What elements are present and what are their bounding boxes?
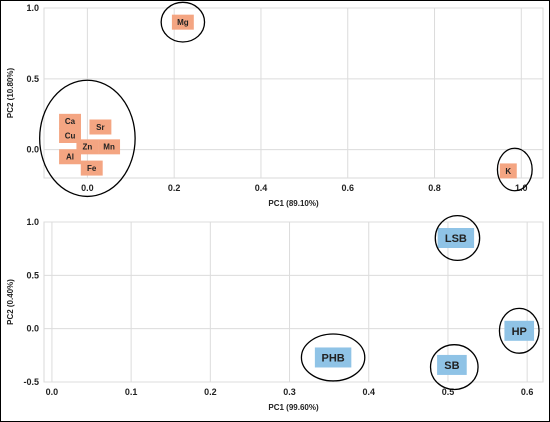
x-tick-label: 0.2: [168, 183, 181, 193]
y-tick-label: 1.0: [26, 217, 39, 227]
point-marker: [437, 228, 475, 248]
point-label: Mn: [103, 143, 115, 152]
x-tick-label: 0.6: [521, 387, 534, 397]
x-tick-label: 0.4: [362, 387, 375, 397]
point-label: K: [505, 167, 511, 176]
x-tick-label: 0.5: [442, 387, 455, 397]
y-tick-label: 1.0: [26, 3, 39, 13]
point-marker: [314, 347, 352, 368]
point-label: Zn: [83, 143, 93, 152]
y-axis-title: PC2 (10.80%): [6, 68, 15, 119]
point-label: Al: [66, 153, 74, 162]
point-marker: [59, 149, 81, 165]
cluster-ellipse: [498, 307, 540, 354]
cluster-ellipse: [434, 214, 481, 262]
cluster-ellipse: [160, 1, 206, 43]
x-tick-label: 0.3: [283, 387, 296, 397]
y-tick-label: 0.5: [26, 74, 39, 84]
y-tick-label: 0.0: [26, 324, 39, 334]
point-label: Fe: [87, 164, 97, 173]
cluster-ellipse: [496, 147, 533, 192]
point-label: HP: [512, 326, 527, 338]
pca-plot-top: 0.0 0.2 0.4 0.6 0.8 1.0 0.0 0.5 1.0 PC1 (89.10%) P…: [6, 1, 544, 208]
point-marker: [437, 354, 467, 375]
point-label: PHB: [321, 352, 344, 364]
point-label: Mg: [177, 18, 189, 27]
cluster-ellipse: [39, 79, 136, 198]
x-axis-title: PC1 (99.60%): [268, 403, 319, 412]
point-marker: [171, 14, 194, 30]
x-tick-label: 0.2: [204, 387, 217, 397]
pca-plot-bottom: 0.0 0.1 0.2 0.3 0.4 0.5 0.6 -0.5 0.0 0.5 1.0 PC1 (9…: [6, 214, 544, 412]
point-label: Sr: [96, 123, 104, 132]
cluster-ellipse: [429, 344, 479, 391]
y-tick-label: 0.5: [26, 270, 39, 280]
point-marker: [89, 119, 112, 135]
x-tick-label: 1.0: [515, 183, 528, 193]
x-tick-label: 0.4: [255, 183, 268, 193]
point-marker: [98, 139, 121, 155]
point-marker: [499, 163, 517, 179]
point-label: LSB: [445, 233, 467, 245]
point-marker: [59, 113, 81, 129]
x-tick-label: 0.0: [46, 387, 59, 397]
x-tick-label: 0.0: [81, 183, 94, 193]
point-marker: [76, 139, 99, 155]
point-label: Ca: [65, 117, 76, 126]
y-tick-label: -0.5: [23, 377, 39, 387]
x-tick-label: 0.8: [428, 183, 441, 193]
x-tick-label: 0.6: [341, 183, 354, 193]
point-label: Cu: [65, 131, 76, 140]
cluster-ellipse: [300, 333, 366, 382]
y-axis-title: PC2 (0.40%): [6, 279, 15, 325]
y-tick-label: 0.0: [26, 145, 39, 155]
point-marker: [59, 128, 81, 143]
point-marker: [80, 160, 103, 176]
point-label: SB: [444, 360, 459, 372]
x-tick-label: 0.1: [125, 387, 138, 397]
x-axis-title: PC1 (89.10%): [268, 199, 319, 208]
point-marker: [504, 320, 535, 341]
